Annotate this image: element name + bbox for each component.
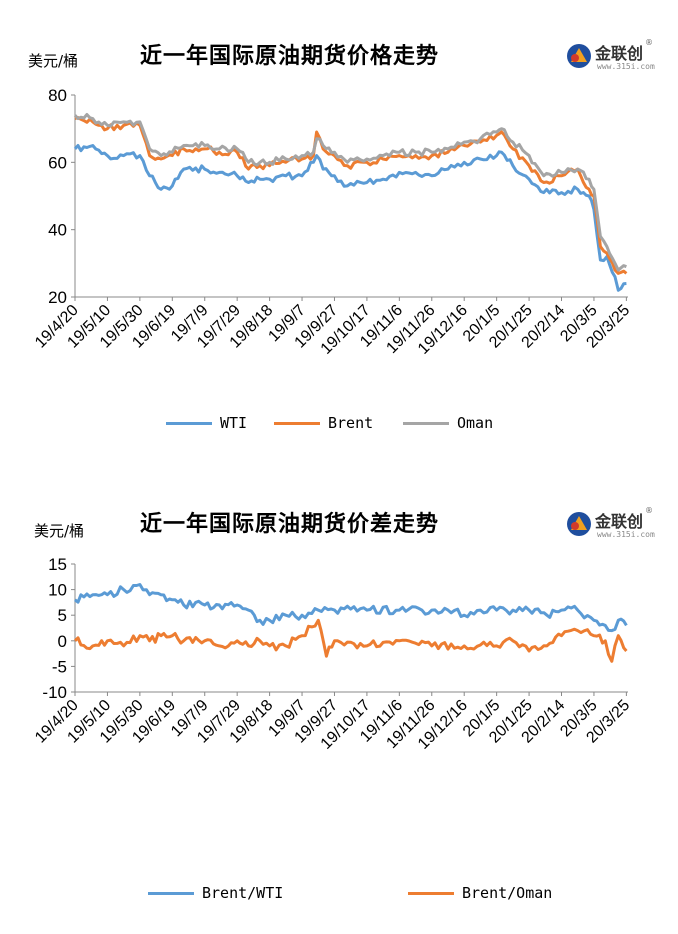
legend-item-wti: WTI xyxy=(166,414,247,432)
y-tick-label: 40 xyxy=(48,221,67,240)
price-chart-unit: 美元/桶 xyxy=(28,52,79,70)
y-tick-label: 0 xyxy=(58,632,67,651)
logo-icon xyxy=(567,512,591,536)
price-chart-panel: 美元/桶 近一年国际原油期货价格走势 金联创 www.315i.com ® 20… xyxy=(0,0,678,460)
legend-label: Oman xyxy=(457,414,494,432)
y-tick-label: 10 xyxy=(48,581,67,600)
logo-url: www.315i.com xyxy=(597,530,655,539)
spread-chart-unit: 美元/桶 xyxy=(34,522,85,540)
spread-chart-panel: 美元/桶 近一年国际原油期货价差走势 金联创 www.315i.com ® -1… xyxy=(0,470,678,934)
logo-text: 金联创 xyxy=(595,44,644,63)
y-tick-label: 15 xyxy=(48,555,67,574)
logo-icon xyxy=(567,44,591,68)
legend-label: WTI xyxy=(220,414,248,432)
registered-icon: ® xyxy=(645,506,653,515)
legend-item-brent-oman: Brent/Oman xyxy=(408,884,552,902)
y-tick-label: 5 xyxy=(58,606,67,625)
y-tick-label: 20 xyxy=(48,288,67,307)
y-tick-label: 60 xyxy=(48,153,67,172)
price-chart-svg: 2040608019/4/2019/5/1019/5/3019/6/1919/7… xyxy=(32,86,633,358)
legend-swatch xyxy=(166,421,212,425)
series-line-brent-oman xyxy=(73,618,628,663)
series-line-brent xyxy=(74,116,628,275)
legend-item-oman: Oman xyxy=(403,414,493,432)
legend-swatch xyxy=(408,891,454,895)
legend-label: Brent/Oman xyxy=(462,884,553,902)
legend-swatch xyxy=(403,421,449,425)
legend-swatch xyxy=(274,421,320,425)
legend-label: Brent/WTI xyxy=(202,884,284,902)
legend-item-brent-wti: Brent/WTI xyxy=(148,884,283,902)
logo: 金联创 www.315i.com ® xyxy=(565,38,655,78)
y-tick-label: -5 xyxy=(52,657,67,676)
series-line-oman xyxy=(73,113,627,272)
legend-swatch xyxy=(148,891,194,895)
logo-text: 金联创 xyxy=(595,512,644,531)
spread-chart-svg: -10-505101519/4/2019/5/1019/5/3019/6/191… xyxy=(32,555,633,753)
registered-icon: ® xyxy=(645,38,653,47)
series-line-brent-wti xyxy=(74,583,628,633)
spread-chart-legend: Brent/WTI Brent/Oman xyxy=(0,884,678,906)
logo: 金联创 www.315i.com ® xyxy=(565,506,655,546)
legend-item-brent: Brent xyxy=(274,414,373,432)
y-tick-label: -10 xyxy=(42,683,67,702)
logo-url: www.315i.com xyxy=(597,62,655,71)
series-line-wti xyxy=(73,144,627,292)
spread-chart-title: 近一年国际原油期货价差走势 xyxy=(140,512,440,537)
price-chart-legend: WTI Brent Oman xyxy=(0,414,678,436)
legend-label: Brent xyxy=(328,414,374,432)
y-tick-label: 80 xyxy=(48,86,67,105)
price-chart-title: 近一年国际原油期货价格走势 xyxy=(140,44,440,69)
